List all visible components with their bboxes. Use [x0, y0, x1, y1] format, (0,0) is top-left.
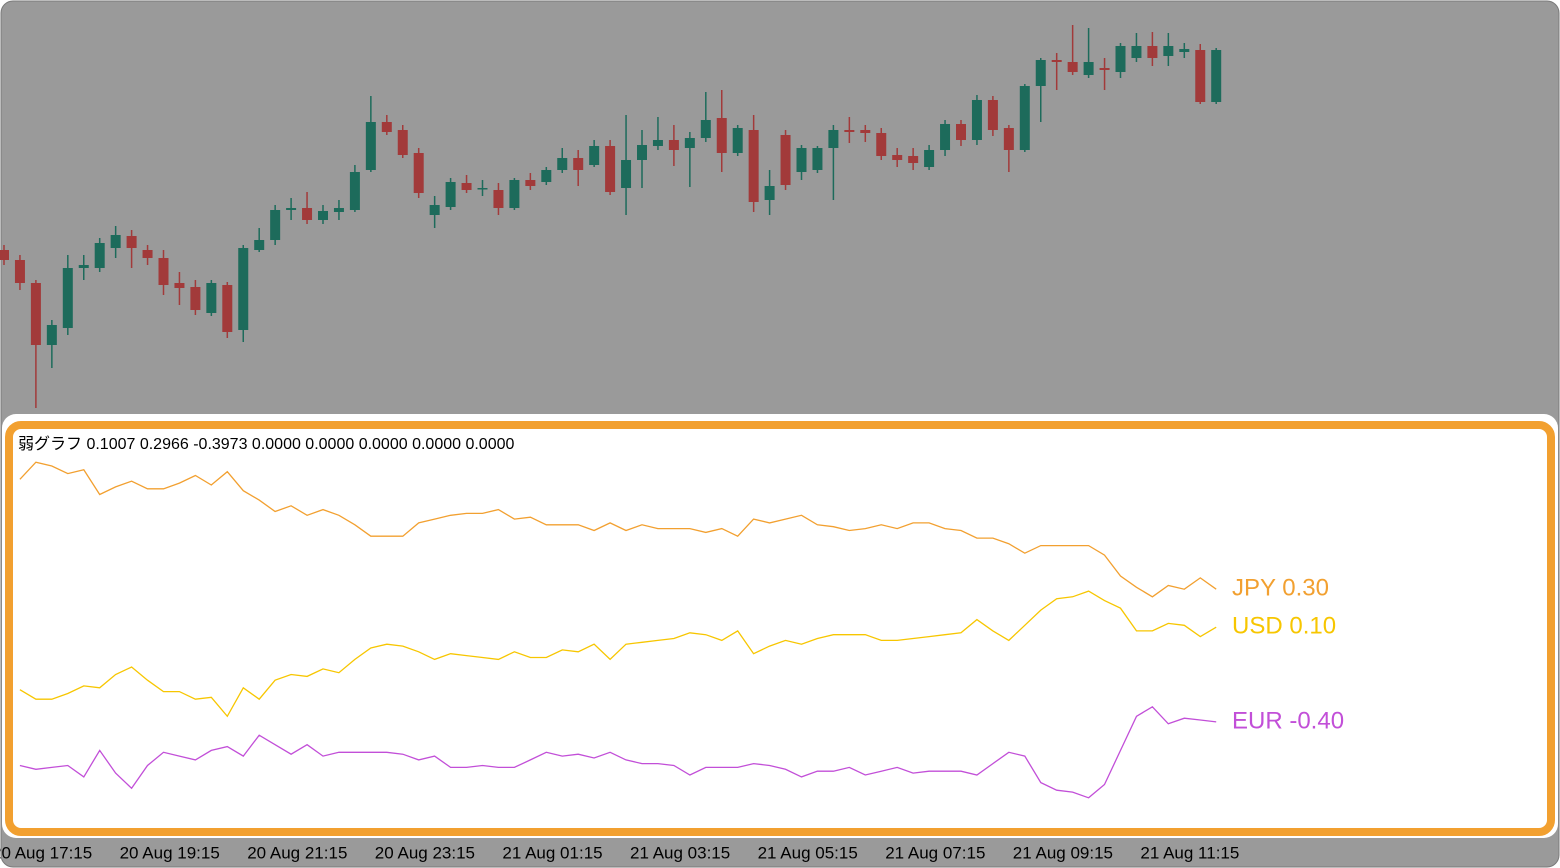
candle-body: [270, 210, 281, 240]
candle-body: [1099, 68, 1110, 70]
candle-body: [1195, 50, 1206, 102]
candle-body: [812, 148, 823, 170]
candle-body: [573, 158, 584, 170]
candle-body: [158, 258, 169, 285]
candle-body: [509, 180, 520, 208]
candle-body: [828, 130, 839, 148]
candle-body: [1147, 46, 1158, 58]
candle-body: [1003, 128, 1014, 150]
x-tick-label: 20 Aug 21:15: [247, 843, 347, 862]
candle-body: [493, 190, 504, 208]
candle-body: [605, 146, 616, 192]
candle-body: [30, 283, 41, 345]
candle-body: [1083, 62, 1094, 75]
candle-body: [174, 283, 185, 288]
candle-body: [62, 268, 73, 328]
candle-body: [956, 124, 966, 140]
candle-body: [716, 118, 727, 153]
series-label: USD 0.10: [1232, 613, 1336, 640]
candle-body: [860, 130, 871, 133]
candle-body: [700, 120, 711, 138]
candle-body: [365, 122, 376, 170]
candle-body: [764, 186, 775, 200]
series-line: [19, 705, 1217, 799]
candle-body: [971, 100, 982, 140]
candle-body: [14, 260, 25, 283]
candle-body: [46, 325, 57, 345]
x-tick-label: 21 Aug 03:15: [630, 843, 730, 862]
x-tick-label: 21 Aug 01:15: [502, 843, 602, 862]
series-line: [19, 461, 1217, 598]
candle-body: [286, 208, 297, 210]
candle-body: [1067, 62, 1078, 72]
x-tick-label: 20 Aug 19:15: [120, 843, 220, 862]
candle-body: [477, 188, 488, 190]
candle-body: [142, 250, 153, 258]
candle-body: [397, 130, 408, 155]
x-tick-label: 21 Aug 09:15: [1013, 843, 1113, 862]
candle-body: [110, 235, 121, 248]
candle-body: [461, 183, 472, 190]
candle-body: [844, 130, 855, 132]
candle-body: [238, 248, 249, 330]
candle-body: [987, 100, 998, 130]
x-tick-label: 21 Aug 07:15: [885, 843, 985, 862]
candle-body: [1115, 46, 1126, 72]
x-tick-label: 20 Aug 23:15: [375, 843, 475, 862]
candle-body: [796, 148, 807, 172]
candle-body: [1131, 46, 1142, 58]
candle-body: [381, 122, 392, 132]
series-label: EUR -0.40: [1232, 707, 1344, 734]
candle-body: [222, 285, 233, 332]
candle-body: [876, 133, 887, 156]
candle-body: [206, 283, 217, 313]
candle-body: [557, 158, 568, 170]
candle-body: [302, 208, 313, 220]
candle-body: [413, 153, 424, 193]
candle-body: [190, 287, 201, 310]
candle-body: [333, 208, 344, 212]
candle-body: [940, 124, 951, 150]
candle-body: [924, 150, 935, 167]
x-tick-label: 21 Aug 05:15: [758, 843, 858, 862]
candle-body: [684, 138, 695, 148]
candle-body: [0, 250, 9, 260]
candle-body: [78, 265, 89, 268]
candle-body: [94, 243, 105, 268]
series-line: [19, 590, 1217, 718]
candle-body: [1019, 86, 1030, 150]
candle-body: [908, 156, 919, 163]
candle-body: [126, 236, 137, 248]
candle-body: [254, 240, 265, 250]
indicator-panel: [5, 421, 1555, 836]
indicator-label: 弱グラフ 0.1007 0.2966 -0.3973 0.0000 0.0000…: [18, 435, 514, 453]
candle-body: [1035, 60, 1046, 86]
candle-body: [318, 211, 328, 220]
candle-body: [892, 155, 903, 160]
candle-body: [780, 135, 791, 185]
candle-body: [429, 205, 440, 215]
candle-body: [1179, 49, 1190, 52]
candle-body: [541, 170, 552, 182]
x-tick-label: 20 Aug 17:15: [0, 843, 92, 862]
candle-body: [1051, 60, 1062, 62]
candle-body: [589, 146, 600, 165]
candle-body: [732, 128, 743, 153]
candle-body: [748, 130, 759, 202]
candle-body: [652, 140, 663, 146]
candle-body: [1163, 46, 1174, 56]
candle-body: [445, 182, 456, 207]
candle-body: [637, 145, 647, 160]
candle-body: [668, 140, 679, 150]
candle-body: [621, 160, 632, 188]
candle-body: [525, 180, 536, 186]
x-tick-label: 21 Aug 11:15: [1140, 843, 1239, 862]
candle-body: [349, 172, 360, 210]
series-label: JPY 0.30: [1232, 575, 1329, 602]
candle-body: [1211, 50, 1222, 102]
